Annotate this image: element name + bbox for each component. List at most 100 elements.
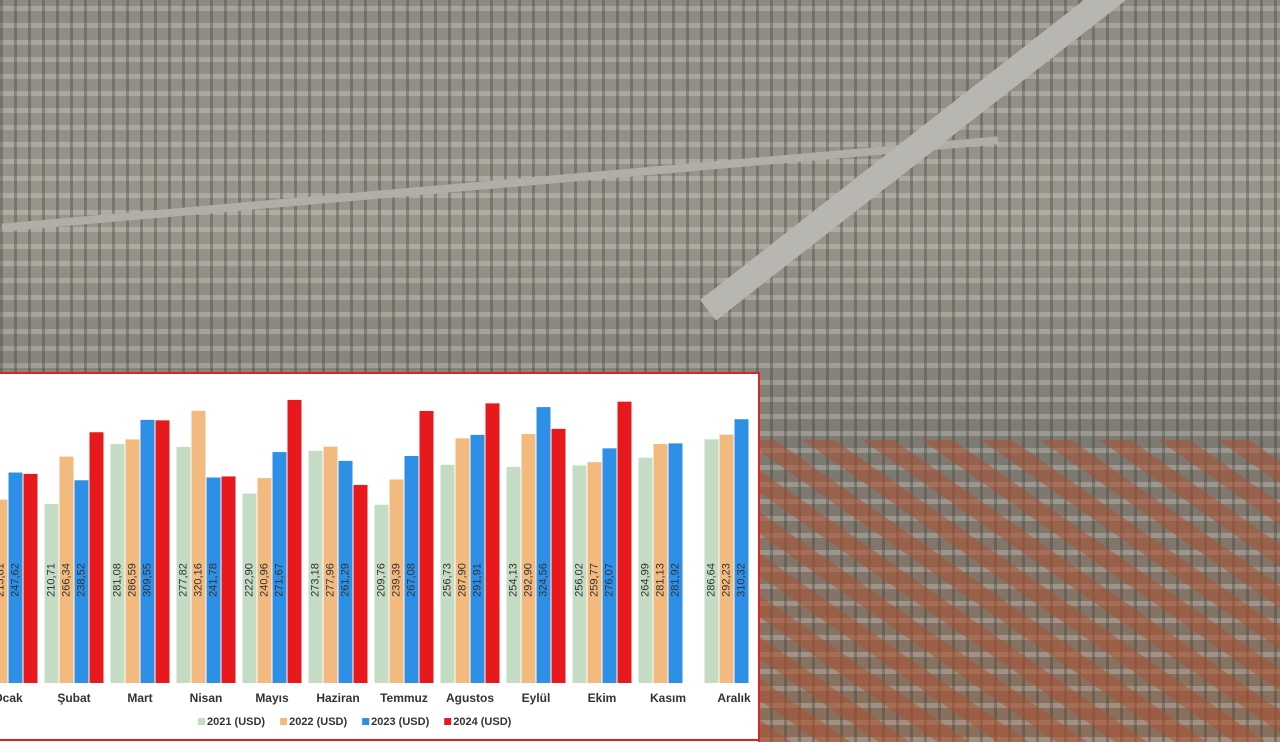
legend-label: 2024 (USD) bbox=[453, 716, 511, 728]
value-label: 292,23 bbox=[720, 563, 732, 597]
value-label: 286,59 bbox=[126, 563, 138, 597]
value-label: 276,07 bbox=[603, 563, 615, 597]
value-label: 292,90 bbox=[522, 563, 534, 597]
bar bbox=[521, 434, 536, 683]
bar bbox=[155, 420, 170, 683]
bar bbox=[653, 444, 668, 683]
x-tick-label: Aralık bbox=[717, 691, 751, 705]
bar bbox=[242, 493, 257, 683]
legend-swatch bbox=[362, 718, 370, 725]
x-tick-label: Ocak bbox=[0, 691, 23, 705]
legend-label: 2023 (USD) bbox=[371, 716, 429, 728]
bar bbox=[506, 466, 521, 683]
bar bbox=[719, 434, 734, 683]
bar bbox=[551, 428, 566, 683]
bar bbox=[257, 478, 272, 683]
bar bbox=[572, 465, 587, 683]
x-tick-label: Haziran bbox=[316, 691, 359, 705]
bar bbox=[470, 434, 485, 683]
value-label: 291,91 bbox=[471, 563, 483, 597]
value-label: 310,32 bbox=[735, 563, 747, 597]
value-label: 273,18 bbox=[309, 563, 321, 597]
bar bbox=[419, 411, 434, 683]
x-tick-label: Agustos bbox=[446, 691, 494, 705]
bar bbox=[23, 473, 38, 683]
bar bbox=[389, 479, 404, 683]
bar bbox=[440, 464, 455, 683]
bar bbox=[404, 455, 419, 683]
bar bbox=[221, 476, 236, 683]
value-label: 259,77 bbox=[588, 563, 600, 597]
bar bbox=[287, 399, 302, 683]
value-label: 256,73 bbox=[441, 563, 453, 597]
bar bbox=[485, 403, 500, 683]
bar bbox=[0, 499, 8, 683]
bar bbox=[704, 439, 719, 683]
value-label: 209,76 bbox=[375, 563, 387, 597]
value-label: 324,56 bbox=[537, 563, 549, 597]
panel-border-top bbox=[0, 372, 760, 374]
panel-border-bottom bbox=[0, 739, 760, 741]
x-tick-label: Eylül bbox=[522, 691, 551, 705]
x-tick-label: Ekim bbox=[588, 691, 617, 705]
bar bbox=[74, 480, 89, 683]
legend-label: 2022 (USD) bbox=[289, 716, 347, 728]
x-tick-label: Şubat bbox=[57, 691, 90, 705]
value-label: 281,13 bbox=[654, 563, 666, 597]
bar bbox=[734, 419, 749, 683]
value-label: 277,82 bbox=[177, 563, 189, 597]
bar bbox=[536, 407, 551, 683]
value-label: 286,64 bbox=[705, 563, 717, 597]
panel-border-right bbox=[758, 372, 760, 742]
value-label: 222,90 bbox=[243, 563, 255, 597]
bar bbox=[587, 462, 602, 683]
residential-area bbox=[760, 440, 1280, 742]
legend-swatch bbox=[280, 718, 288, 725]
bar bbox=[374, 504, 389, 683]
value-label: 266,34 bbox=[60, 563, 72, 597]
bar bbox=[8, 472, 23, 683]
bar bbox=[59, 456, 74, 683]
bar bbox=[602, 448, 617, 683]
value-label: 264,99 bbox=[639, 563, 651, 597]
bar bbox=[353, 484, 368, 683]
value-label: 241,78 bbox=[207, 563, 219, 597]
bar bbox=[110, 444, 125, 683]
value-label: 281,08 bbox=[111, 563, 123, 597]
value-label: 261,29 bbox=[339, 563, 351, 597]
value-label: 210,71 bbox=[45, 563, 57, 597]
bar bbox=[176, 446, 191, 683]
value-label: 320,16 bbox=[192, 563, 204, 597]
bar bbox=[44, 503, 59, 683]
legend-label: 2021 (USD) bbox=[207, 716, 265, 728]
bar bbox=[89, 432, 104, 683]
bar bbox=[323, 446, 338, 683]
value-label: 277,96 bbox=[324, 563, 336, 597]
value-label: 240,96 bbox=[258, 563, 270, 597]
value-label: 256,02 bbox=[573, 563, 585, 597]
bar bbox=[617, 401, 632, 683]
bar bbox=[308, 450, 323, 683]
x-tick-label: Nisan bbox=[190, 691, 223, 705]
value-label: 287,90 bbox=[456, 563, 468, 597]
bar bbox=[206, 477, 221, 683]
value-label: 215,81 bbox=[0, 563, 6, 597]
x-tick-label: Mart bbox=[127, 691, 152, 705]
legend-swatch bbox=[444, 718, 452, 725]
x-tick-label: Kasım bbox=[650, 691, 686, 705]
value-label: 281,92 bbox=[669, 563, 681, 597]
value-label: 239,39 bbox=[390, 563, 402, 597]
bar bbox=[125, 439, 140, 683]
x-tick-label: Temmuz bbox=[380, 691, 428, 705]
bar bbox=[272, 452, 287, 683]
bar bbox=[668, 443, 683, 683]
bar bbox=[338, 460, 353, 683]
bar bbox=[638, 457, 653, 683]
value-label: 247,62 bbox=[9, 563, 21, 597]
x-tick-label: Mayıs bbox=[255, 691, 289, 705]
bar bbox=[191, 410, 206, 683]
legend-swatch bbox=[198, 718, 205, 725]
value-label: 267,08 bbox=[405, 563, 417, 597]
